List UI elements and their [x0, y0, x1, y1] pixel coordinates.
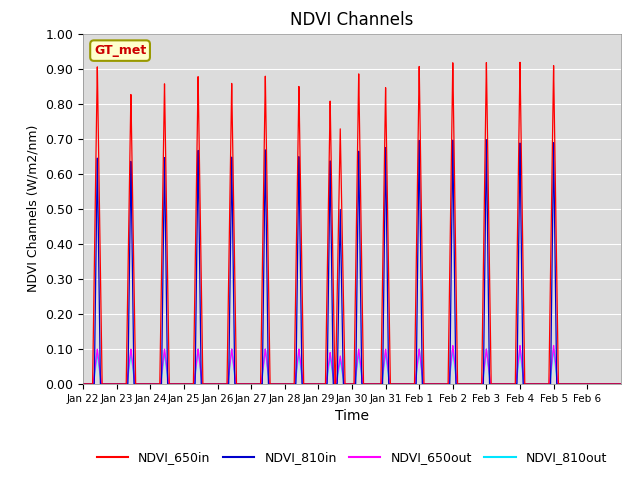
Title: NDVI Channels: NDVI Channels	[291, 11, 413, 29]
Legend: NDVI_650in, NDVI_810in, NDVI_650out, NDVI_810out: NDVI_650in, NDVI_810in, NDVI_650out, NDV…	[92, 446, 612, 469]
Text: GT_met: GT_met	[94, 44, 146, 57]
X-axis label: Time: Time	[335, 409, 369, 423]
Y-axis label: NDVI Channels (W/m2/nm): NDVI Channels (W/m2/nm)	[27, 125, 40, 292]
